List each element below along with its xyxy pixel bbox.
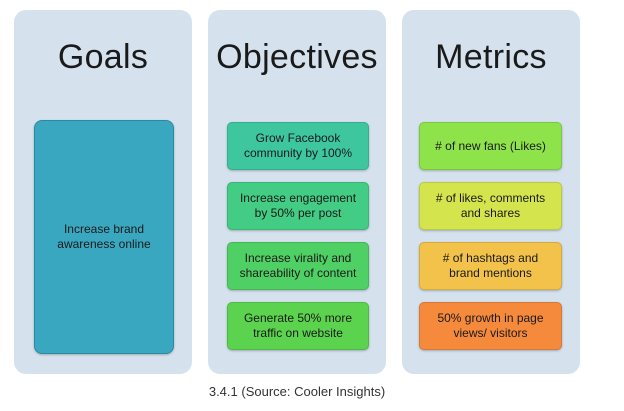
- objective-text-1: Grow Facebook community by 100%: [243, 131, 353, 160]
- objectives-column: Objectives Grow Facebook community by 10…: [208, 10, 386, 374]
- objective-text-4: Generate 50% more traffic on website: [243, 311, 353, 340]
- goals-column: Goals Increase brand awareness online: [14, 10, 192, 374]
- objective-text-3: Increase virality and shareability of co…: [239, 251, 357, 280]
- metric-text-4: 50% growth in page views/ visitors: [437, 311, 544, 340]
- figure-caption: 3.4.1 (Source: Cooler Insights): [208, 384, 386, 399]
- metric-box-1: # of new fans (Likes): [419, 122, 562, 170]
- metric-box-3: # of hashtags and brand mentions: [419, 242, 562, 290]
- objective-box-4: Generate 50% more traffic on website: [227, 302, 369, 350]
- metrics-column: Metrics # of new fans (Likes) # of likes…: [402, 10, 580, 374]
- metric-box-4: 50% growth in page views/ visitors: [419, 302, 562, 350]
- goals-title: Goals: [57, 38, 149, 76]
- metric-box-2: # of likes, comments and shares: [419, 182, 562, 230]
- goal-text: Increase brand awareness online: [57, 222, 151, 251]
- goal-box: Increase brand awareness online: [34, 120, 174, 354]
- metric-text-2: # of likes, comments and shares: [435, 191, 546, 220]
- objectives-title: Objectives: [216, 38, 378, 76]
- metrics-title: Metrics: [435, 38, 547, 76]
- metric-text-3: # of hashtags and brand mentions: [442, 251, 539, 280]
- objective-box-3: Increase virality and shareability of co…: [227, 242, 369, 290]
- metric-text-1: # of new fans (Likes): [435, 138, 546, 153]
- objective-text-2: Increase engagement by 50% per post: [239, 191, 357, 220]
- objective-box-2: Increase engagement by 50% per post: [227, 182, 369, 230]
- objective-box-1: Grow Facebook community by 100%: [227, 122, 369, 170]
